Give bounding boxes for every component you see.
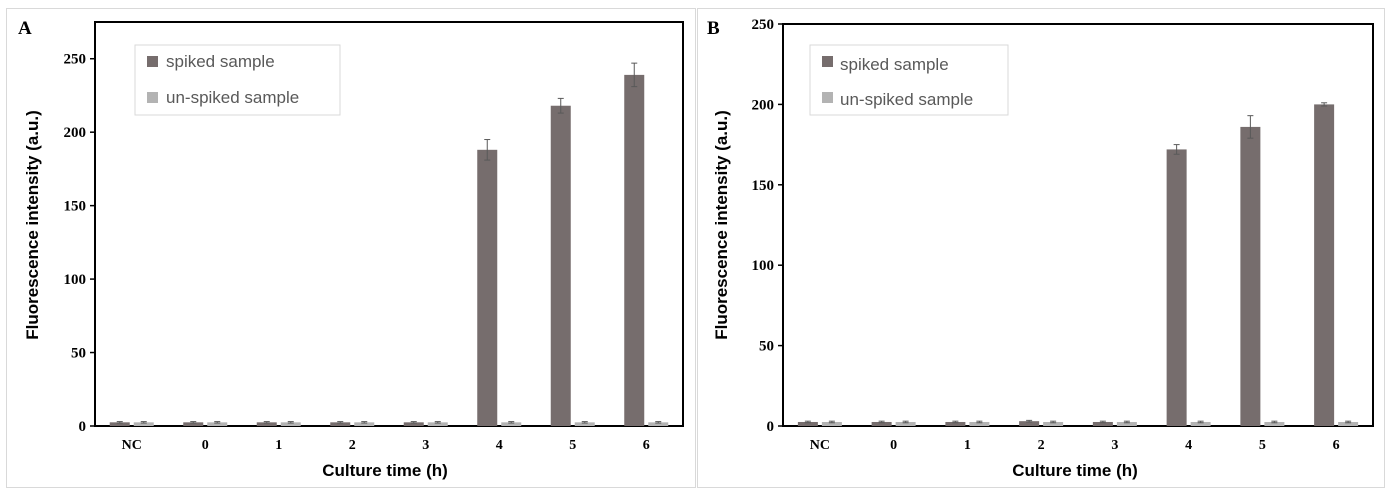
bar-spiked — [403, 422, 424, 426]
y-axis-label-a: Fluorescence intensity (a.u.) — [23, 110, 42, 340]
bar-unspiked — [501, 422, 522, 426]
bar-spiked — [945, 421, 966, 426]
x-tick-label: 1 — [275, 438, 282, 453]
y-tick-label: 50 — [71, 346, 86, 362]
y-axis-label-b: Fluorescence intensity (a.u.) — [712, 110, 731, 340]
bar-unspiked — [280, 422, 301, 426]
bar-unspiked — [133, 422, 154, 426]
x-axis-label-a: Culture time (h) — [322, 461, 448, 480]
bar-spiked — [797, 421, 818, 426]
x-tick-label: 0 — [890, 438, 897, 453]
y-tick-label: 250 — [752, 17, 775, 33]
x-tick-label: 5 — [569, 438, 576, 453]
legend-b: spiked sample un-spiked sample — [809, 44, 1009, 116]
bar-spiked — [477, 149, 498, 426]
bar-spiked — [109, 422, 130, 426]
y-tick-label: 150 — [64, 199, 87, 215]
bar-unspiked — [427, 422, 448, 426]
y-tick-label: 200 — [752, 97, 775, 113]
plot-area-b — [782, 23, 1374, 427]
bar-spiked — [1019, 421, 1040, 426]
x-tick-label: 4 — [496, 438, 503, 453]
panel-label-b: B — [707, 18, 720, 39]
x-tick-label: 6 — [643, 438, 650, 453]
bar-unspiked — [1338, 421, 1359, 426]
y-tick-label: 100 — [64, 272, 87, 288]
legend-label-unspiked-a: un-spiked sample — [166, 88, 299, 107]
bar-spiked — [1314, 104, 1335, 427]
x-tick-label: NC — [810, 438, 830, 453]
y-tick-label: 250 — [64, 52, 87, 68]
x-tick-label: NC — [122, 438, 142, 453]
x-tick-label: 6 — [1333, 438, 1340, 453]
x-tick-label: 2 — [349, 438, 356, 453]
legend-box-a — [134, 44, 341, 116]
x-tick-label: 4 — [1185, 438, 1192, 453]
legend-box-b — [809, 44, 1009, 116]
bar-unspiked — [1116, 421, 1137, 426]
bar-spiked — [871, 421, 892, 426]
panel-a-frame — [6, 8, 696, 488]
legend-a: spiked sample un-spiked sample — [134, 44, 341, 116]
legend-swatch-unspiked-b — [822, 92, 833, 103]
y-tick-label: 0 — [79, 419, 87, 435]
bar-spiked — [1166, 149, 1187, 426]
bar-unspiked — [1264, 421, 1285, 426]
x-tick-label: 2 — [1038, 438, 1045, 453]
x-tick-label: 5 — [1259, 438, 1266, 453]
bar-unspiked — [1043, 421, 1064, 426]
bar-spiked — [550, 105, 571, 426]
panel-a: A Fluorescence intensity (a.u.) Culture … — [18, 18, 684, 480]
x-tick-label: 1 — [964, 438, 971, 453]
panel-b: B Fluorescence intensity (a.u.) Culture … — [707, 17, 1374, 480]
bar-spiked — [1092, 421, 1113, 426]
legend-label-spiked-b: spiked sample — [840, 55, 949, 74]
x-tick-label: 0 — [202, 438, 209, 453]
bar-spiked — [330, 422, 351, 426]
legend-swatch-unspiked-a — [147, 92, 158, 103]
bar-unspiked — [969, 421, 990, 426]
y-tick-label: 100 — [752, 258, 775, 274]
legend-label-unspiked-b: un-spiked sample — [840, 90, 973, 109]
y-tick-label: 0 — [767, 419, 775, 435]
plot-area-a — [94, 21, 684, 427]
y-tick-label: 50 — [759, 339, 774, 355]
bar-unspiked — [354, 422, 375, 426]
y-tick-label: 200 — [64, 125, 87, 141]
legend-swatch-spiked-b — [822, 56, 833, 67]
legend-label-spiked-a: spiked sample — [166, 52, 275, 71]
x-tick-label: 3 — [1111, 438, 1118, 453]
x-axis-label-b: Culture time (h) — [1012, 461, 1138, 480]
legend-swatch-spiked-a — [147, 56, 158, 67]
bar-unspiked — [1190, 421, 1211, 426]
panel-b-frame — [697, 8, 1385, 488]
bar-unspiked — [574, 422, 595, 426]
bar-unspiked — [821, 421, 842, 426]
bar-unspiked — [648, 422, 669, 426]
bar-spiked — [624, 74, 645, 427]
bar-spiked — [256, 422, 277, 426]
y-tick-label: 150 — [752, 178, 775, 194]
x-tick-label: 3 — [422, 438, 429, 453]
bar-spiked — [1240, 126, 1261, 427]
bar-unspiked — [895, 421, 916, 426]
bar-unspiked — [207, 422, 228, 426]
panel-label-a: A — [18, 18, 32, 39]
bar-spiked — [183, 422, 204, 426]
